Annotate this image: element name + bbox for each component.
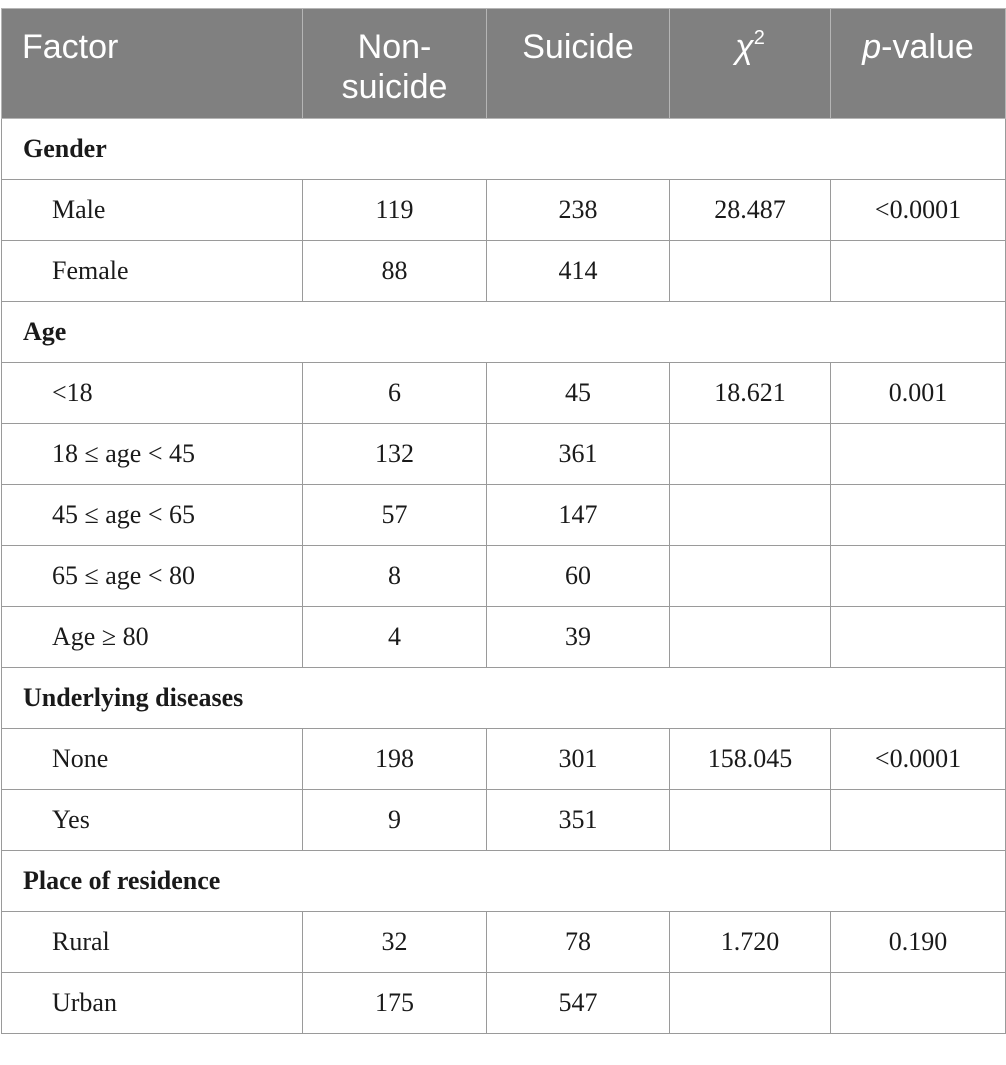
- cell-p-value: [830, 423, 1006, 485]
- table-body: Gender Male 119 238 28.487 <0.0001 Female 88 414…: [1, 118, 1006, 1034]
- header-non-suicide-line2: suicide: [341, 68, 448, 106]
- p-italic: p: [862, 28, 882, 66]
- table-row: Urban 175 547: [1, 972, 1006, 1034]
- header-non-suicide: Non-suicide: [302, 8, 487, 119]
- cell-chi-square: [669, 545, 831, 607]
- cell-non-suicide: 6: [302, 362, 487, 424]
- cell-p-value: 0.190: [830, 911, 1006, 973]
- cell-non-suicide: 9: [302, 789, 487, 851]
- cell-factor: Female: [1, 240, 303, 302]
- cell-chi-square: 158.045: [669, 728, 831, 790]
- cell-non-suicide: 32: [302, 911, 487, 973]
- cell-suicide: 78: [486, 911, 670, 973]
- cell-factor: 18 ≤ age < 45: [1, 423, 303, 485]
- header-suicide: Suicide: [486, 8, 670, 119]
- cell-chi-square: [669, 484, 831, 546]
- cell-factor: Yes: [1, 789, 303, 851]
- cell-non-suicide: 132: [302, 423, 487, 485]
- cell-factor: <18: [1, 362, 303, 424]
- cell-factor: Male: [1, 179, 303, 241]
- cell-non-suicide: 119: [302, 179, 487, 241]
- cell-chi-square: [669, 240, 831, 302]
- cell-non-suicide: 4: [302, 606, 487, 668]
- cell-suicide: 361: [486, 423, 670, 485]
- cell-chi-square: [669, 789, 831, 851]
- table-row: 45 ≤ age < 65 57 147: [1, 484, 1006, 546]
- chi-exponent: 2: [753, 27, 765, 49]
- cell-p-value: [830, 484, 1006, 546]
- group-row: Place of residence: [1, 850, 1006, 912]
- cell-p-value: [830, 972, 1006, 1034]
- cell-non-suicide: 8: [302, 545, 487, 607]
- group-row: Age: [1, 301, 1006, 363]
- table-row: Male 119 238 28.487 <0.0001: [1, 179, 1006, 241]
- cell-p-value: <0.0001: [830, 179, 1006, 241]
- header-row: Factor Non-suicide Suicide χ2 p-value: [1, 8, 1006, 119]
- cell-suicide: 39: [486, 606, 670, 668]
- table-row: None 198 301 158.045 <0.0001: [1, 728, 1006, 790]
- cell-factor: Urban: [1, 972, 303, 1034]
- table-row: Age ≥ 80 4 39: [1, 606, 1006, 668]
- chi-symbol: χ: [735, 28, 754, 66]
- cell-p-value: <0.0001: [830, 728, 1006, 790]
- table-row: Rural 32 78 1.720 0.190: [1, 911, 1006, 973]
- cell-chi-square: 18.621: [669, 362, 831, 424]
- table-row: Female 88 414: [1, 240, 1006, 302]
- header-factor: Factor: [1, 8, 303, 119]
- group-label: Gender: [1, 118, 1006, 180]
- cell-factor: 45 ≤ age < 65: [1, 484, 303, 546]
- table-row: Yes 9 351: [1, 789, 1006, 851]
- cell-suicide: 414: [486, 240, 670, 302]
- cell-factor: Rural: [1, 911, 303, 973]
- cell-suicide: 60: [486, 545, 670, 607]
- table-row: 65 ≤ age < 80 8 60: [1, 545, 1006, 607]
- cell-p-value: [830, 789, 1006, 851]
- cell-chi-square: 1.720: [669, 911, 831, 973]
- cell-non-suicide: 57: [302, 484, 487, 546]
- cell-suicide: 351: [486, 789, 670, 851]
- cell-suicide: 45: [486, 362, 670, 424]
- table-row: <18 6 45 18.621 0.001: [1, 362, 1006, 424]
- data-table: Factor Non-suicide Suicide χ2 p-value Ge…: [1, 8, 1006, 1034]
- cell-chi-square: [669, 423, 831, 485]
- header-p-value: p-value: [830, 8, 1006, 119]
- cell-p-value: [830, 606, 1006, 668]
- cell-suicide: 547: [486, 972, 670, 1034]
- group-label: Place of residence: [1, 850, 1006, 912]
- group-row: Underlying diseases: [1, 667, 1006, 729]
- table-row: 18 ≤ age < 45 132 361: [1, 423, 1006, 485]
- cell-suicide: 147: [486, 484, 670, 546]
- p-rest: -value: [881, 28, 974, 66]
- cell-non-suicide: 198: [302, 728, 487, 790]
- cell-p-value: 0.001: [830, 362, 1006, 424]
- group-label: Underlying diseases: [1, 667, 1006, 729]
- group-label: Age: [1, 301, 1006, 363]
- cell-chi-square: [669, 972, 831, 1034]
- cell-suicide: 301: [486, 728, 670, 790]
- table-header: Factor Non-suicide Suicide χ2 p-value: [1, 8, 1006, 119]
- cell-suicide: 238: [486, 179, 670, 241]
- cell-chi-square: 28.487: [669, 179, 831, 241]
- cell-p-value: [830, 545, 1006, 607]
- header-chi-square: χ2: [669, 8, 831, 119]
- header-non-suicide-line1: Non-: [357, 28, 432, 66]
- cell-factor: None: [1, 728, 303, 790]
- cell-factor: 65 ≤ age < 80: [1, 545, 303, 607]
- cell-p-value: [830, 240, 1006, 302]
- group-row: Gender: [1, 118, 1006, 180]
- cell-non-suicide: 175: [302, 972, 487, 1034]
- cell-factor: Age ≥ 80: [1, 606, 303, 668]
- cell-chi-square: [669, 606, 831, 668]
- cell-non-suicide: 88: [302, 240, 487, 302]
